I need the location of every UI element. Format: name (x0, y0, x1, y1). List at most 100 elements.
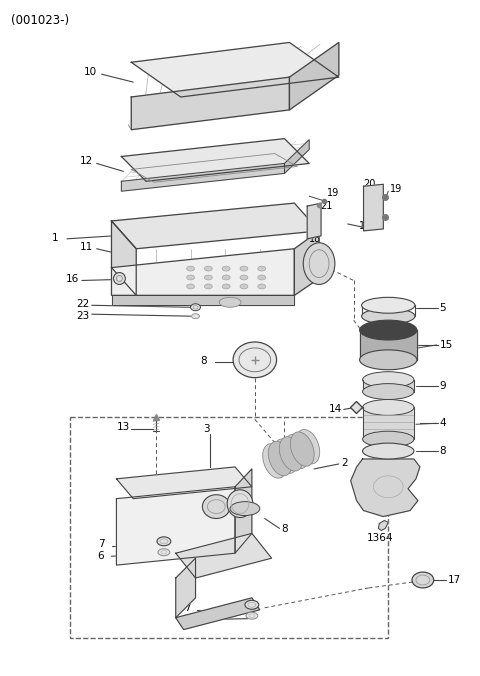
Text: 10: 10 (84, 67, 97, 77)
Ellipse shape (246, 612, 258, 619)
Ellipse shape (296, 429, 320, 464)
Polygon shape (176, 598, 260, 629)
Ellipse shape (233, 342, 276, 378)
Ellipse shape (204, 275, 212, 280)
Ellipse shape (258, 275, 266, 280)
Text: 19: 19 (390, 185, 403, 194)
Text: 22: 22 (76, 299, 89, 310)
Text: 4: 4 (440, 418, 446, 429)
Text: 6: 6 (184, 614, 190, 625)
Polygon shape (131, 43, 339, 97)
Polygon shape (235, 469, 252, 553)
Text: 8: 8 (281, 525, 288, 535)
Polygon shape (111, 221, 136, 295)
Ellipse shape (245, 600, 259, 609)
Polygon shape (378, 521, 388, 531)
Polygon shape (176, 533, 272, 578)
Ellipse shape (290, 432, 314, 466)
Ellipse shape (192, 314, 200, 318)
Ellipse shape (222, 275, 230, 280)
Text: 18: 18 (309, 234, 322, 244)
Polygon shape (362, 380, 414, 391)
Text: 21: 21 (320, 201, 333, 211)
Polygon shape (363, 185, 384, 231)
Text: 20: 20 (363, 179, 376, 189)
Polygon shape (111, 249, 294, 295)
Text: 7: 7 (97, 539, 104, 550)
Polygon shape (131, 77, 289, 130)
Polygon shape (121, 164, 285, 191)
Ellipse shape (360, 320, 417, 340)
Ellipse shape (187, 284, 194, 289)
Ellipse shape (113, 272, 125, 285)
Polygon shape (117, 487, 235, 565)
Ellipse shape (204, 266, 212, 271)
Text: 16: 16 (66, 274, 79, 285)
Text: 15: 15 (440, 340, 453, 350)
Ellipse shape (240, 284, 248, 289)
Ellipse shape (279, 437, 303, 471)
Ellipse shape (361, 297, 415, 313)
Polygon shape (176, 558, 195, 618)
Text: 1364: 1364 (367, 533, 393, 544)
Ellipse shape (263, 444, 287, 478)
Ellipse shape (360, 350, 417, 370)
Text: 2: 2 (341, 458, 348, 468)
Ellipse shape (203, 495, 230, 518)
Text: 7: 7 (184, 603, 190, 612)
Text: 14: 14 (329, 404, 342, 414)
Ellipse shape (222, 266, 230, 271)
Ellipse shape (157, 537, 171, 546)
Text: 18: 18 (359, 221, 371, 231)
Text: 19: 19 (327, 188, 339, 198)
Ellipse shape (222, 284, 230, 289)
Ellipse shape (240, 275, 248, 280)
Ellipse shape (204, 284, 212, 289)
Ellipse shape (187, 275, 194, 280)
Text: 23: 23 (76, 311, 89, 321)
Text: 12: 12 (80, 156, 93, 166)
Ellipse shape (158, 549, 170, 556)
Ellipse shape (362, 431, 414, 447)
Polygon shape (351, 459, 420, 516)
Polygon shape (307, 203, 321, 239)
Ellipse shape (362, 400, 414, 415)
Ellipse shape (362, 383, 414, 400)
Polygon shape (111, 295, 294, 306)
Ellipse shape (303, 243, 335, 285)
Text: 1: 1 (52, 233, 59, 243)
Text: 8: 8 (201, 356, 207, 366)
Text: (001023-): (001023-) (11, 14, 69, 27)
Text: 8: 8 (440, 446, 446, 456)
Polygon shape (289, 43, 339, 110)
Ellipse shape (191, 304, 201, 311)
Ellipse shape (258, 266, 266, 271)
Polygon shape (294, 231, 319, 295)
Text: 3: 3 (203, 425, 210, 434)
Ellipse shape (274, 439, 298, 473)
Ellipse shape (361, 308, 415, 324)
Text: 5: 5 (440, 304, 446, 313)
Text: 17: 17 (447, 575, 461, 585)
Polygon shape (362, 408, 414, 439)
Polygon shape (121, 139, 309, 181)
Text: 11: 11 (80, 242, 93, 251)
Polygon shape (360, 330, 417, 360)
Polygon shape (117, 467, 252, 499)
Ellipse shape (227, 489, 253, 518)
Ellipse shape (219, 297, 241, 308)
Ellipse shape (187, 266, 194, 271)
Ellipse shape (230, 502, 260, 516)
Ellipse shape (268, 441, 292, 476)
Ellipse shape (258, 284, 266, 289)
Ellipse shape (285, 434, 309, 468)
Polygon shape (111, 203, 319, 249)
Ellipse shape (362, 372, 414, 387)
Ellipse shape (412, 572, 434, 588)
Ellipse shape (362, 443, 414, 459)
Polygon shape (285, 140, 309, 173)
Ellipse shape (240, 266, 248, 271)
Text: 9: 9 (440, 381, 446, 391)
Text: 6: 6 (97, 551, 104, 561)
Text: 13: 13 (117, 422, 130, 432)
